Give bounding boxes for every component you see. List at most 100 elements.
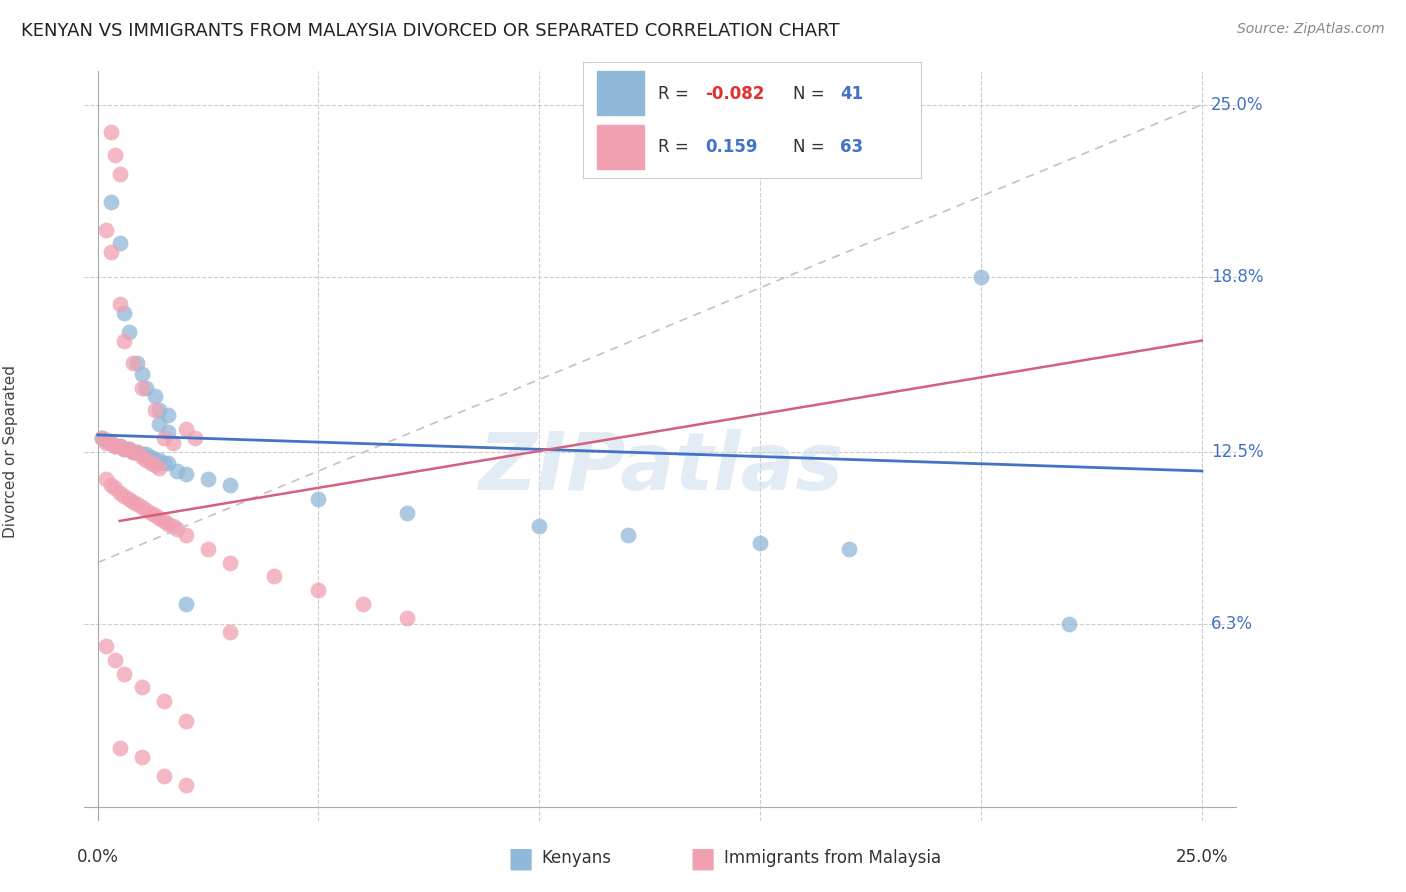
- Point: [96, 436, 118, 450]
- Point: [153, 769, 176, 783]
- Point: [616, 528, 638, 542]
- Text: 0.159: 0.159: [704, 138, 758, 156]
- Point: [174, 467, 197, 481]
- Point: [100, 478, 122, 492]
- Text: R =: R =: [658, 138, 693, 156]
- Point: [122, 356, 145, 370]
- Point: [139, 506, 162, 520]
- Point: [197, 472, 219, 486]
- Point: [91, 431, 114, 445]
- Point: [117, 442, 139, 456]
- Point: [131, 367, 153, 381]
- Point: [148, 511, 170, 525]
- Point: [174, 528, 197, 542]
- Point: [308, 583, 330, 598]
- Point: [263, 569, 285, 583]
- Point: [100, 194, 122, 209]
- Point: [219, 556, 242, 570]
- Point: [122, 444, 145, 458]
- Point: [148, 403, 170, 417]
- Point: [157, 516, 180, 531]
- Point: [139, 450, 162, 464]
- Point: [395, 506, 418, 520]
- Point: [104, 147, 127, 161]
- Point: [143, 458, 166, 473]
- Text: Divorced or Separated: Divorced or Separated: [3, 365, 18, 538]
- Point: [139, 456, 162, 470]
- Point: [174, 778, 197, 792]
- Point: [104, 481, 127, 495]
- Point: [100, 125, 122, 139]
- Point: [135, 447, 157, 461]
- Point: [970, 269, 993, 284]
- Text: N =: N =: [793, 138, 830, 156]
- Point: [127, 356, 149, 370]
- Point: [153, 514, 176, 528]
- Text: ZIPatlas: ZIPatlas: [478, 429, 844, 508]
- Point: [108, 236, 131, 251]
- Point: [162, 436, 184, 450]
- Point: [131, 500, 153, 514]
- Point: [100, 436, 122, 450]
- Point: [96, 434, 118, 448]
- Point: [104, 439, 127, 453]
- Text: 41: 41: [839, 85, 863, 103]
- Point: [112, 489, 135, 503]
- Text: Immigrants from Malaysia: Immigrants from Malaysia: [724, 849, 941, 867]
- Text: R =: R =: [658, 85, 693, 103]
- Point: [96, 222, 118, 236]
- Point: [157, 425, 180, 439]
- Point: [117, 491, 139, 506]
- Point: [117, 325, 139, 339]
- Point: [131, 681, 153, 695]
- Point: [135, 453, 157, 467]
- Point: [96, 639, 118, 653]
- Point: [112, 306, 135, 320]
- Text: ■: ■: [508, 844, 533, 872]
- Text: 0.0%: 0.0%: [77, 848, 118, 866]
- Point: [108, 439, 131, 453]
- Text: Source: ZipAtlas.com: Source: ZipAtlas.com: [1237, 22, 1385, 37]
- Text: Kenyans: Kenyans: [541, 849, 612, 867]
- Point: [135, 381, 157, 395]
- Point: [96, 472, 118, 486]
- Text: 63: 63: [839, 138, 863, 156]
- Point: [174, 597, 197, 611]
- Text: N =: N =: [793, 85, 830, 103]
- Point: [219, 478, 242, 492]
- Point: [104, 653, 127, 667]
- Point: [112, 442, 135, 456]
- Text: 18.8%: 18.8%: [1211, 268, 1263, 285]
- Point: [148, 417, 170, 431]
- Point: [153, 694, 176, 708]
- Text: -0.082: -0.082: [704, 85, 765, 103]
- Point: [117, 442, 139, 456]
- Text: 25.0%: 25.0%: [1211, 95, 1263, 113]
- Point: [135, 503, 157, 517]
- Text: ■: ■: [690, 844, 716, 872]
- Point: [174, 714, 197, 728]
- Point: [148, 461, 170, 475]
- Text: 6.3%: 6.3%: [1211, 615, 1253, 632]
- Point: [174, 422, 197, 436]
- Point: [162, 519, 184, 533]
- Point: [122, 444, 145, 458]
- Point: [131, 749, 153, 764]
- Point: [308, 491, 330, 506]
- Point: [395, 611, 418, 625]
- Point: [184, 431, 207, 445]
- Point: [148, 453, 170, 467]
- Bar: [598, 70, 644, 114]
- Point: [108, 297, 131, 311]
- Point: [112, 442, 135, 456]
- Text: 25.0%: 25.0%: [1175, 848, 1229, 866]
- Point: [143, 403, 166, 417]
- Point: [112, 334, 135, 348]
- Point: [100, 244, 122, 259]
- Bar: [598, 125, 644, 169]
- Point: [104, 439, 127, 453]
- Text: KENYAN VS IMMIGRANTS FROM MALAYSIA DIVORCED OR SEPARATED CORRELATION CHART: KENYAN VS IMMIGRANTS FROM MALAYSIA DIVOR…: [21, 22, 839, 40]
- Point: [108, 741, 131, 756]
- Point: [197, 541, 219, 556]
- Point: [143, 389, 166, 403]
